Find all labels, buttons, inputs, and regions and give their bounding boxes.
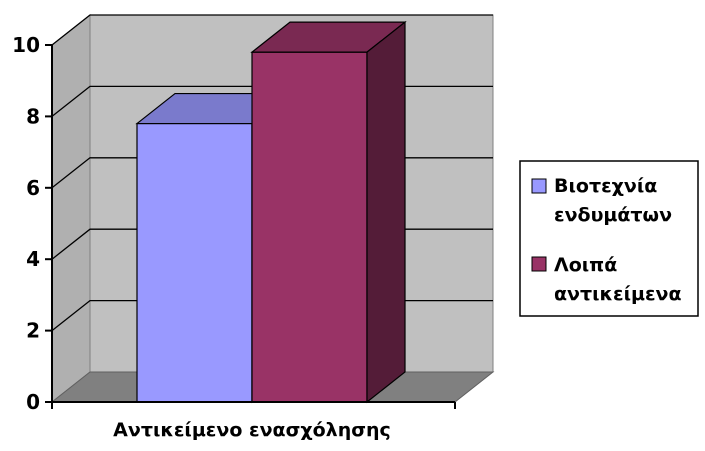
y-tick-label: 6 — [26, 176, 40, 200]
legend-label-biotechnia-line1: Βιοτεχνία — [554, 175, 657, 197]
bar-loipa — [250, 20, 407, 404]
axes — [51, 45, 456, 409]
y-tick-label: 4 — [26, 247, 40, 271]
legend-label-biotechnia: Βιοτεχνία ενδυμάτων — [554, 175, 672, 226]
legend-label-loipa-line2: αντικείμενα — [554, 283, 682, 305]
side-wall — [51, 13, 91, 404]
legend: Βιοτεχνία ενδυμάτων Λοιπά αντικείμενα — [519, 160, 699, 317]
bar-front — [251, 51, 368, 403]
bars — [135, 20, 407, 404]
y-tick-label: 8 — [26, 104, 40, 128]
bar-front — [136, 122, 253, 403]
legend-swatch-biotechnia — [531, 178, 547, 194]
gridline — [51, 14, 493, 46]
legend-label-biotechnia-line2: ενδυμάτων — [554, 204, 672, 226]
legend-swatch-loipa — [531, 256, 547, 272]
bar-side — [366, 20, 406, 404]
y-tick-label: 2 — [26, 319, 40, 343]
legend-label-loipa-line1: Λοιπά — [554, 254, 617, 276]
x-category-label: Αντικείμενο ενασχόλησης — [113, 419, 391, 441]
y-axis-ticks: 0 2 4 6 8 10 — [12, 33, 52, 414]
legend-box — [519, 160, 699, 317]
legend-label-loipa: Λοιπά αντικείμενα — [554, 254, 682, 305]
y-tick-label: 0 — [26, 390, 40, 414]
y-tick-label: 10 — [12, 33, 40, 57]
